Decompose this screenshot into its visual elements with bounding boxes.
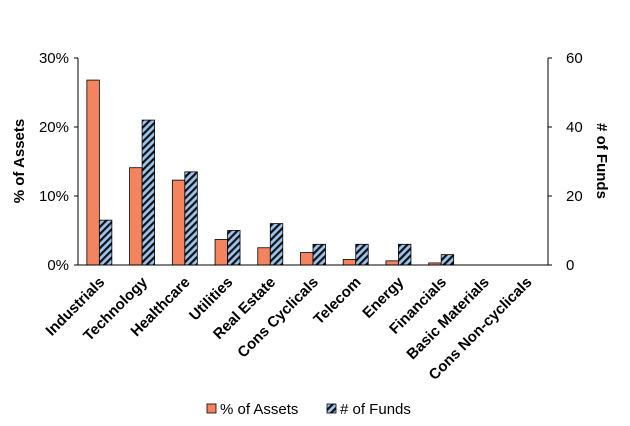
right-tick-label: 40 bbox=[566, 119, 583, 136]
bars bbox=[86, 79, 455, 266]
left-tick-label: 10% bbox=[39, 188, 69, 205]
bar-funds bbox=[440, 254, 455, 266]
bar-assets bbox=[129, 167, 143, 266]
bar-assets bbox=[300, 252, 314, 266]
category-label: Cons Cyclicals bbox=[234, 274, 321, 361]
bar-funds bbox=[141, 119, 155, 266]
category-label: Telecom bbox=[310, 274, 364, 328]
left-axis-title: % of Assets bbox=[11, 119, 28, 203]
bar-funds bbox=[98, 219, 113, 266]
bar-assets bbox=[257, 247, 271, 266]
legend-label-assets: % of Assets bbox=[220, 401, 298, 418]
legend-swatch-assets bbox=[206, 403, 217, 414]
bar-assets bbox=[214, 239, 228, 266]
left-tick-label: 20% bbox=[39, 119, 69, 136]
bar-assets bbox=[86, 79, 100, 266]
right-tick-label: 0 bbox=[566, 257, 574, 274]
right-axis-title: # of Funds bbox=[593, 123, 610, 199]
legend: % of Assets # of Funds bbox=[206, 401, 411, 418]
bar-funds bbox=[355, 243, 369, 266]
bar-assets bbox=[171, 179, 186, 266]
bar-funds bbox=[227, 230, 241, 266]
bar-funds bbox=[312, 243, 326, 266]
category-labels: IndustrialsTechnologyHealthcareUtilities… bbox=[43, 273, 536, 383]
right-axis-ticks: 0 20 40 60 bbox=[548, 50, 583, 274]
legend-label-funds: # of Funds bbox=[340, 401, 411, 418]
right-tick-label: 20 bbox=[566, 188, 583, 205]
bar-assets bbox=[385, 260, 399, 266]
bar-funds bbox=[398, 243, 412, 266]
right-tick-label: 60 bbox=[566, 50, 583, 67]
left-tick-label: 30% bbox=[39, 50, 69, 67]
legend-swatch-funds bbox=[326, 403, 337, 414]
bar-funds bbox=[269, 223, 284, 266]
left-axis-ticks: 0% 10% 20% 30% bbox=[39, 50, 78, 274]
left-tick-label: 0% bbox=[47, 257, 69, 274]
bar-funds bbox=[184, 171, 198, 266]
bar-assets bbox=[342, 259, 357, 266]
